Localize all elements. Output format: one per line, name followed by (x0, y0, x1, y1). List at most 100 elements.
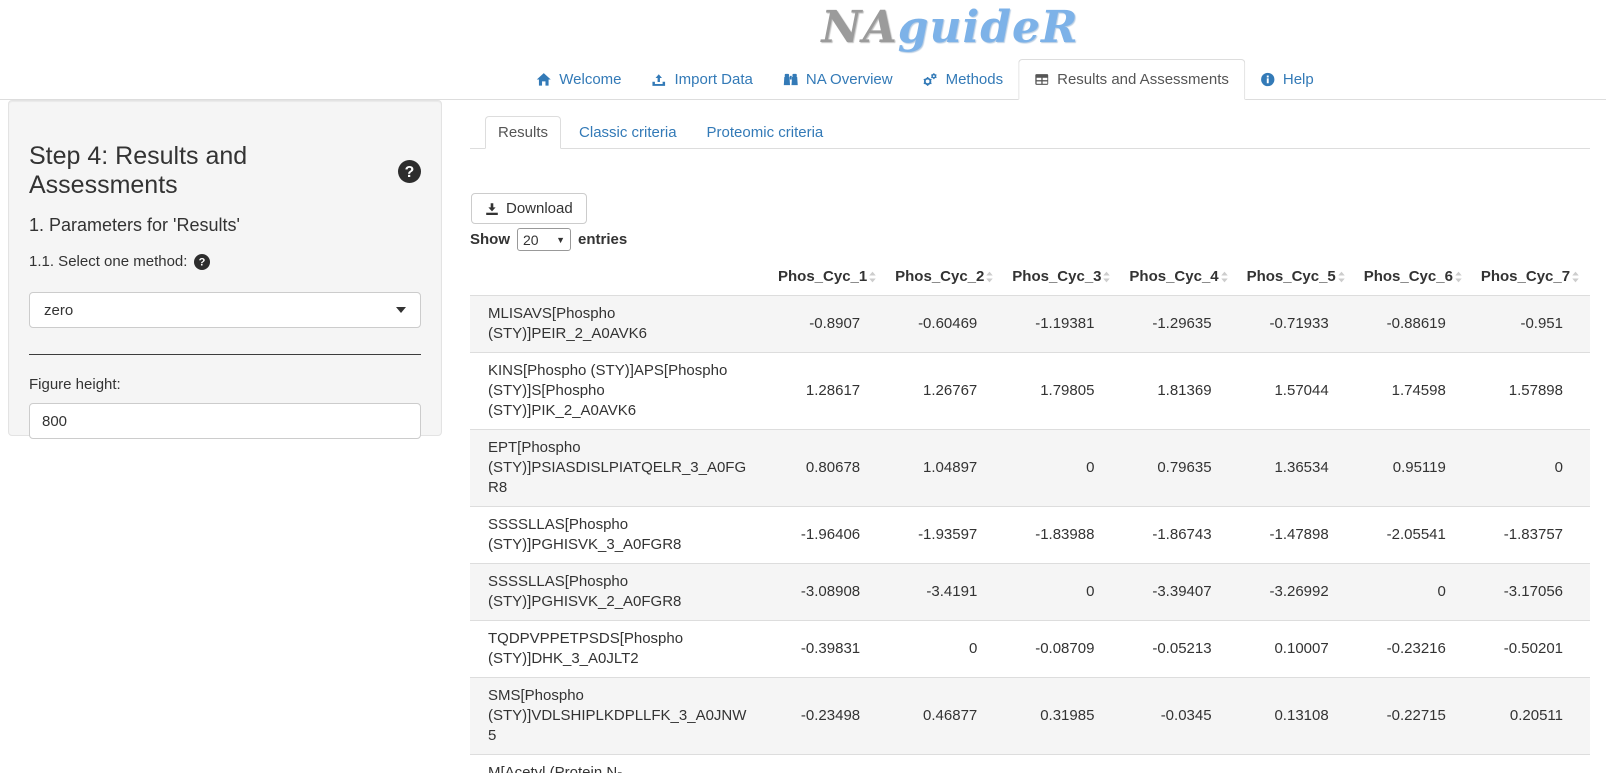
table-row: SMS[Phospho (STY)]VDLSHIPLKDPLLFK_3_A0JN… (470, 677, 1590, 755)
nav-tab-label: Results and Assessments (1057, 71, 1229, 88)
step-title-text: Step 4: Results and Assessments (29, 142, 248, 199)
value-cell: 0.80678 (770, 429, 888, 507)
sidebar-panel: Step 4: Results and Assessments ? 1. Par… (8, 100, 442, 439)
sort-icon (1571, 270, 1580, 283)
column-label: Phos_Cyc_6 (1363, 268, 1453, 285)
value-cell: 0 (887, 620, 1005, 678)
tab-label: Results (498, 124, 549, 141)
nav-tab-label: Methods (945, 71, 1004, 88)
download-button[interactable]: Download (471, 193, 587, 224)
value-cell: -0.23216 (1355, 620, 1473, 678)
nav-tab-help[interactable]: Help (1245, 59, 1329, 100)
value-cell: -1.93597 (887, 506, 1005, 564)
nav-tab-na-overview[interactable]: NA Overview (768, 59, 908, 100)
sidebar-divider (29, 354, 421, 355)
table-row: EPT[Phospho (STY)]PSIASDISLPIATQELR_3_A0… (470, 429, 1590, 507)
value-cell: -0.88619 (1386, 315, 1446, 332)
table-row: MLISAVS[Phospho (STY)]PEIR_2_A0AVK6 -0.89… (470, 295, 1590, 353)
value-cell: -3.4191 (887, 563, 1005, 621)
value-cell: 0 (1004, 563, 1122, 621)
value-cell: -0.951 (1520, 315, 1563, 332)
question-circle-icon[interactable]: ? (194, 253, 211, 270)
gears-icon (923, 72, 938, 87)
value-cell: 1.57898 (1472, 352, 1590, 430)
value-cell: -1.37948 (1004, 754, 1122, 773)
question-circle-icon[interactable]: ? (398, 159, 421, 183)
table-row: TQDPVPPETPSDS[Phospho (STY)]DHK_3_A0JLT2… (470, 620, 1590, 678)
value-cell: -0.60469 (918, 315, 978, 332)
column-header-Phos_Cyc_6[interactable]: Phos_Cyc_6 (1355, 258, 1473, 296)
column-header-Phos_Cyc_1[interactable]: Phos_Cyc_1 (770, 258, 888, 296)
table-row: SSSSLLAS[Phospho (STY)]PGHISVK_3_A0FGR8-… (470, 506, 1590, 564)
tab-results[interactable]: Results (485, 116, 562, 149)
value-cell: -3.17056 (1472, 563, 1590, 621)
page-length-select[interactable]: 20 ▼ (517, 228, 571, 251)
table-row: KINS[Phospho (STY)]APS[Phospho (STY)]S[P… (470, 352, 1590, 430)
upload-icon (652, 72, 667, 87)
table-header-row: Phos_Cyc_1 Phos_Cyc_2 Phos_Cyc_3 Phos_Cyc_4… (470, 258, 1590, 296)
value-cell: -0.39831 (770, 620, 888, 678)
main-panel: Results Classic criteria Proteomic crite… (470, 115, 1590, 773)
column-header-Phos_Cyc_5[interactable]: Phos_Cyc_5 (1238, 258, 1356, 296)
value-cell: -1.96563 (1238, 754, 1356, 773)
column-label: Phos_Cyc_5 (1246, 268, 1336, 285)
entries-label: entries (578, 231, 628, 248)
app-logo: NAguideR (821, 2, 1078, 53)
column-header-Phos_Cyc_2[interactable]: Phos_Cyc_2 (887, 258, 1005, 296)
binoculars-icon (783, 72, 798, 87)
column-header-Phos_Cyc_7[interactable]: Phos_Cyc_7 (1472, 258, 1590, 296)
row-name-cell: SSSSLLAS[Phospho (STY)]PGHISVK_2_A0FGR8 (470, 563, 770, 621)
value-cell: -1.34311 (1472, 754, 1590, 773)
info-circle-icon (1260, 72, 1275, 87)
column-label: Phos_Cyc_3 (1012, 268, 1102, 285)
column-header-Phos_Cyc_3[interactable]: Phos_Cyc_3 (1004, 258, 1122, 296)
nav-tab-results-and-assessments[interactable]: Results and Assessments (1018, 59, 1245, 100)
nav-tab-list: Welcome Import Data NA Overview (521, 59, 1328, 100)
tab-classic-criteria[interactable]: Classic criteria (567, 116, 689, 149)
value-cell: 0 (1004, 429, 1122, 507)
chevron-down-icon (396, 307, 406, 313)
value-cell: -0.8907 (809, 315, 861, 332)
home-icon (536, 72, 551, 87)
nav-tab-import-data[interactable]: Import Data (637, 59, 768, 100)
nav-tab-welcome[interactable]: Welcome (521, 59, 636, 100)
table-row: SSSSLLAS[Phospho (STY)]PGHISVK_2_A0FGR8-… (470, 563, 1590, 621)
value-cell: -1.86743 (1121, 506, 1239, 564)
logo-text-na: NA (821, 2, 898, 53)
table-length-control: Show 20 ▼ entries (470, 228, 1590, 251)
row-name-cell: SSSSLLAS[Phospho (STY)]PGHISVK_3_A0FGR8 (470, 506, 770, 564)
value-cell: -0.50201 (1472, 620, 1590, 678)
download-label: Download (506, 200, 573, 217)
value-cell: -3.08908 (770, 563, 888, 621)
figure-height-input[interactable] (29, 403, 421, 439)
value-cell: 0.10007 (1238, 620, 1356, 678)
method-select[interactable]: zero (29, 292, 421, 328)
row-name-cell: M[Acetyl (Protein N-term)]NPVYSPGSSGVPY[… (470, 754, 770, 773)
value-cell: 1.74598 (1355, 352, 1473, 430)
method-selected-value: zero (44, 301, 74, 319)
logo-text-guider: guideR (897, 2, 1079, 53)
row-name-cell: EPT[Phospho (STY)]PSIASDISLPIATQELR_3_A0… (470, 429, 770, 507)
tab-label: Proteomic criteria (706, 124, 824, 141)
row-name-cell: MLISAVS[Phospho (STY)]PEIR_2_A0AVK6 (488, 305, 647, 342)
value-cell: 0 (1472, 429, 1590, 507)
chevron-down-icon: ▼ (556, 234, 565, 245)
step-title: Step 4: Results and Assessments ? (29, 142, 421, 200)
column-label: Phos_Cyc_4 (1129, 268, 1219, 285)
row-name-column-header (470, 258, 770, 296)
value-cell: 0 (1355, 563, 1473, 621)
value-cell: 1.57044 (1238, 352, 1356, 430)
value-cell: -1.83757 (1472, 506, 1590, 564)
value-cell: -1.96406 (770, 506, 888, 564)
show-label: Show (470, 231, 510, 248)
row-name-cell: KINS[Phospho (STY)]APS[Phospho (STY)]S[P… (470, 352, 770, 430)
column-label: Phos_Cyc_7 (1480, 268, 1571, 285)
column-header-Phos_Cyc_4[interactable]: Phos_Cyc_4 (1121, 258, 1239, 296)
svg-text:?: ? (405, 163, 415, 180)
tab-proteomic-criteria[interactable]: Proteomic criteria (695, 116, 836, 149)
sort-icon (1337, 270, 1346, 283)
value-cell: 1.36534 (1238, 429, 1356, 507)
value-cell: 0.95119 (1355, 429, 1473, 507)
value-cell: 0.31985 (1004, 677, 1122, 755)
nav-tab-methods[interactable]: Methods (908, 59, 1019, 100)
